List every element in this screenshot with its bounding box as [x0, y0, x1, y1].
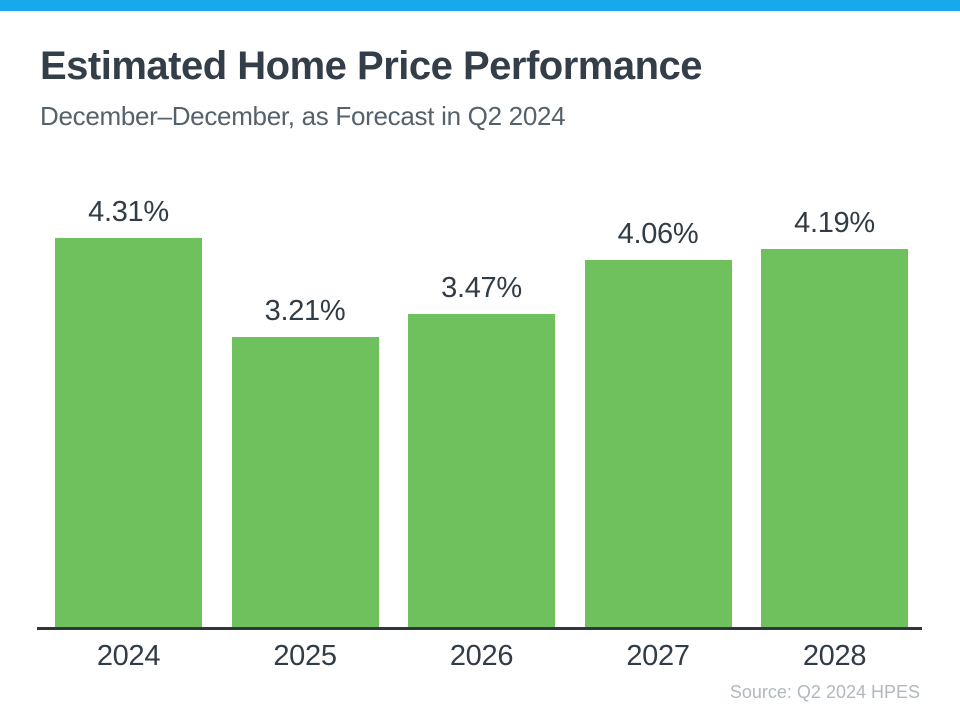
- source-note: Source: Q2 2024 HPES: [729, 682, 920, 702]
- bar-column: 3.47%: [408, 272, 555, 627]
- bar-column: 4.31%: [55, 196, 202, 627]
- bar-value-label: 3.47%: [441, 272, 522, 304]
- x-axis-line: [37, 627, 922, 630]
- x-axis-tick-label: 2024: [96, 640, 161, 672]
- bar: [231, 337, 379, 627]
- bar-value-label: 3.21%: [264, 295, 346, 327]
- bar: [584, 260, 732, 627]
- bar: [761, 249, 908, 627]
- bar-value-label: 4.19%: [794, 207, 875, 239]
- x-axis-labels: 2024 2025 2026 2027 2028: [55, 640, 908, 673]
- x-axis-tick-label: 2027: [626, 640, 690, 672]
- x-axis-tick-label: 2028: [802, 640, 867, 672]
- page-title: Estimated Home Price Performance: [40, 44, 703, 88]
- bar-column: 4.19%: [761, 207, 908, 627]
- bar-value-label: 4.31%: [88, 196, 169, 228]
- bar-chart: 4.31% 3.21% 3.47% 4.06% 4.19%: [37, 190, 922, 630]
- bar: [408, 314, 555, 627]
- bar-column: 3.21%: [231, 295, 379, 627]
- bar-column: 4.06%: [584, 218, 732, 627]
- x-axis-tick-label: 2025: [273, 640, 337, 672]
- bars-container: 4.31% 3.21% 3.47% 4.06% 4.19%: [55, 196, 908, 627]
- top-accent-strip: [0, 0, 960, 11]
- bar-value-label: 4.06%: [617, 218, 699, 250]
- page-subtitle: December–December, as Forecast in Q2 202…: [40, 101, 566, 131]
- bar: [55, 238, 202, 627]
- x-axis-tick-label: 2026: [449, 640, 514, 672]
